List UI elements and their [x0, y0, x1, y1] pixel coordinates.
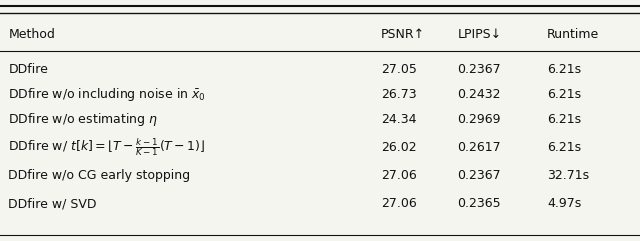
Text: 0.2367: 0.2367 — [458, 63, 501, 76]
Text: 6.21s: 6.21s — [547, 113, 581, 126]
Text: DDfire: DDfire — [8, 63, 48, 76]
Text: 0.2365: 0.2365 — [458, 197, 501, 210]
Text: 27.05: 27.05 — [381, 63, 417, 76]
Text: LPIPS↓: LPIPS↓ — [458, 28, 502, 41]
Text: 27.06: 27.06 — [381, 197, 417, 210]
Text: PSNR↑: PSNR↑ — [381, 28, 425, 41]
Text: 0.2969: 0.2969 — [458, 113, 501, 126]
Text: 27.06: 27.06 — [381, 169, 417, 182]
Text: 0.2617: 0.2617 — [458, 141, 501, 154]
Text: DDfire w/o CG early stopping: DDfire w/o CG early stopping — [8, 169, 191, 182]
Text: 6.21s: 6.21s — [547, 63, 581, 76]
Text: 6.21s: 6.21s — [547, 88, 581, 101]
Text: 6.21s: 6.21s — [547, 141, 581, 154]
Text: 4.97s: 4.97s — [547, 197, 582, 210]
Text: DDfire w/o including noise in $\bar{x}_0$: DDfire w/o including noise in $\bar{x}_0… — [8, 86, 206, 103]
Text: Runtime: Runtime — [547, 28, 600, 41]
Text: DDfire w/ SVD: DDfire w/ SVD — [8, 197, 97, 210]
Text: 24.34: 24.34 — [381, 113, 416, 126]
Text: 26.02: 26.02 — [381, 141, 417, 154]
Text: 0.2432: 0.2432 — [458, 88, 501, 101]
Text: 32.71s: 32.71s — [547, 169, 589, 182]
Text: 26.73: 26.73 — [381, 88, 417, 101]
Text: 0.2367: 0.2367 — [458, 169, 501, 182]
Text: Method: Method — [8, 28, 55, 41]
Text: DDfire w/ $t[k] = \lfloor T - \frac{k-1}{K-1}(T-1)\rfloor$: DDfire w/ $t[k] = \lfloor T - \frac{k-1}… — [8, 136, 206, 158]
Text: DDfire w/o estimating $\eta$: DDfire w/o estimating $\eta$ — [8, 111, 159, 127]
